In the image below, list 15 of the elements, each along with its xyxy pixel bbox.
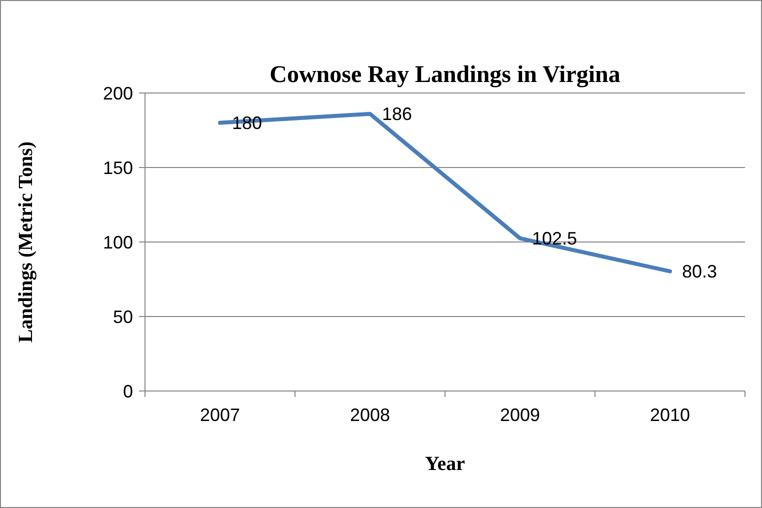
- data-label: 80.3: [682, 262, 718, 282]
- x-tick-label: 2010: [650, 405, 690, 425]
- y-tick-label: 150: [102, 158, 133, 178]
- y-tick-label: 100: [102, 232, 133, 252]
- x-axis-title: Year: [425, 453, 466, 475]
- y-tick-label: 50: [112, 306, 133, 327]
- y-axis-title: Landings (Metric Tons): [15, 141, 37, 343]
- data-label: 102.5: [532, 228, 578, 249]
- chart-title: Cownose Ray Landings in Virgina: [270, 62, 620, 88]
- y-tick-label: 200: [102, 83, 133, 104]
- x-tick-label: 2008: [350, 405, 390, 425]
- x-tick-label: 2007: [200, 405, 240, 425]
- data-label: 186: [382, 104, 412, 124]
- x-tick-label: 2009: [500, 405, 540, 425]
- y-tick-label: 0: [122, 381, 133, 402]
